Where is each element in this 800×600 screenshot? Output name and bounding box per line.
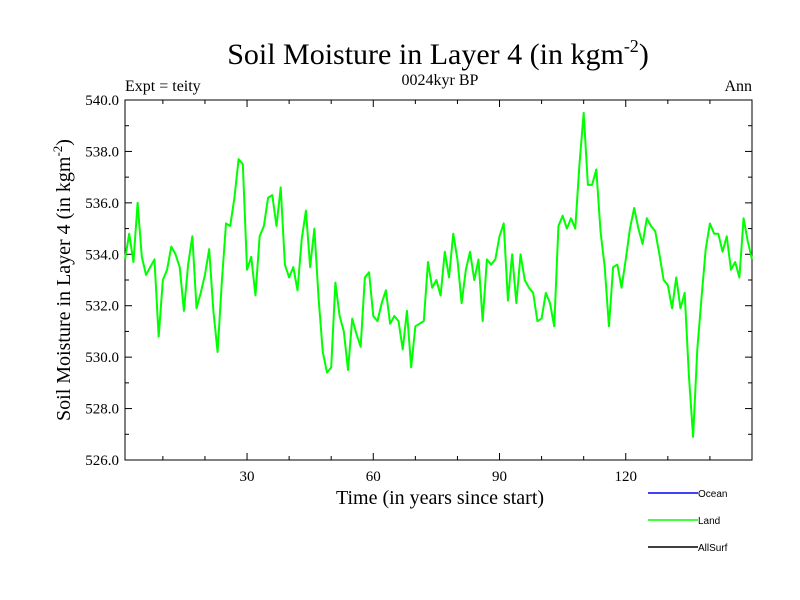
legend-label-land: Land — [698, 516, 720, 527]
series-layer — [124, 111, 753, 438]
season-label: Ann — [724, 78, 752, 95]
x-axis-label: Time (in years since start) — [336, 487, 544, 509]
legend-label-ocean: Ocean — [698, 489, 727, 500]
y-axis-label: Soil Moisture in Layer 4 (in kgm-2) — [50, 139, 75, 421]
x-tick-label: 30 — [240, 469, 255, 485]
series-line-land — [124, 111, 753, 438]
y-tick-label: 538.0 — [85, 144, 119, 160]
legend-label-allsurf: AllSurf — [698, 543, 728, 554]
x-tick-label: 90 — [492, 469, 507, 485]
y-tick-label: 526.0 — [85, 453, 119, 469]
y-tick-label: 536.0 — [85, 196, 119, 212]
legend: Ocean Land AllSurf — [648, 489, 728, 554]
y-tick-label: 530.0 — [85, 350, 119, 366]
y-axis-ticks: 526.0 528.0 530.0 532.0 534.0 536.0 538.0 540.0 — [85, 93, 752, 469]
chart-title-main: Soil Moisture in Layer 4 (in kgm — [227, 38, 624, 71]
y-tick-label: 532.0 — [85, 299, 119, 315]
x-tick-label: 60 — [366, 469, 381, 485]
chart-subtitle: 0024kyr BP — [402, 72, 479, 89]
x-tick-label: 120 — [615, 469, 638, 485]
y-tick-label: 534.0 — [85, 247, 119, 263]
chart-title: Soil Moisture in Layer 4 (in kgm-2) — [227, 36, 649, 71]
y-tick-label: 540.0 — [85, 93, 119, 109]
experiment-label: Expt = teity — [125, 78, 201, 95]
y-axis-label-main: Soil Moisture in Layer 4 (in kgm — [53, 156, 75, 421]
y-axis-label-close: ) — [53, 139, 75, 146]
x-axis-ticks: 30 60 90 120 — [162, 100, 753, 485]
chart-title-close: ) — [639, 38, 649, 71]
plot-frame — [124, 99, 753, 461]
chart-title-superscript: -2 — [624, 36, 639, 56]
y-tick-label: 528.0 — [85, 402, 119, 418]
y-axis-label-superscript: -2 — [50, 146, 65, 157]
